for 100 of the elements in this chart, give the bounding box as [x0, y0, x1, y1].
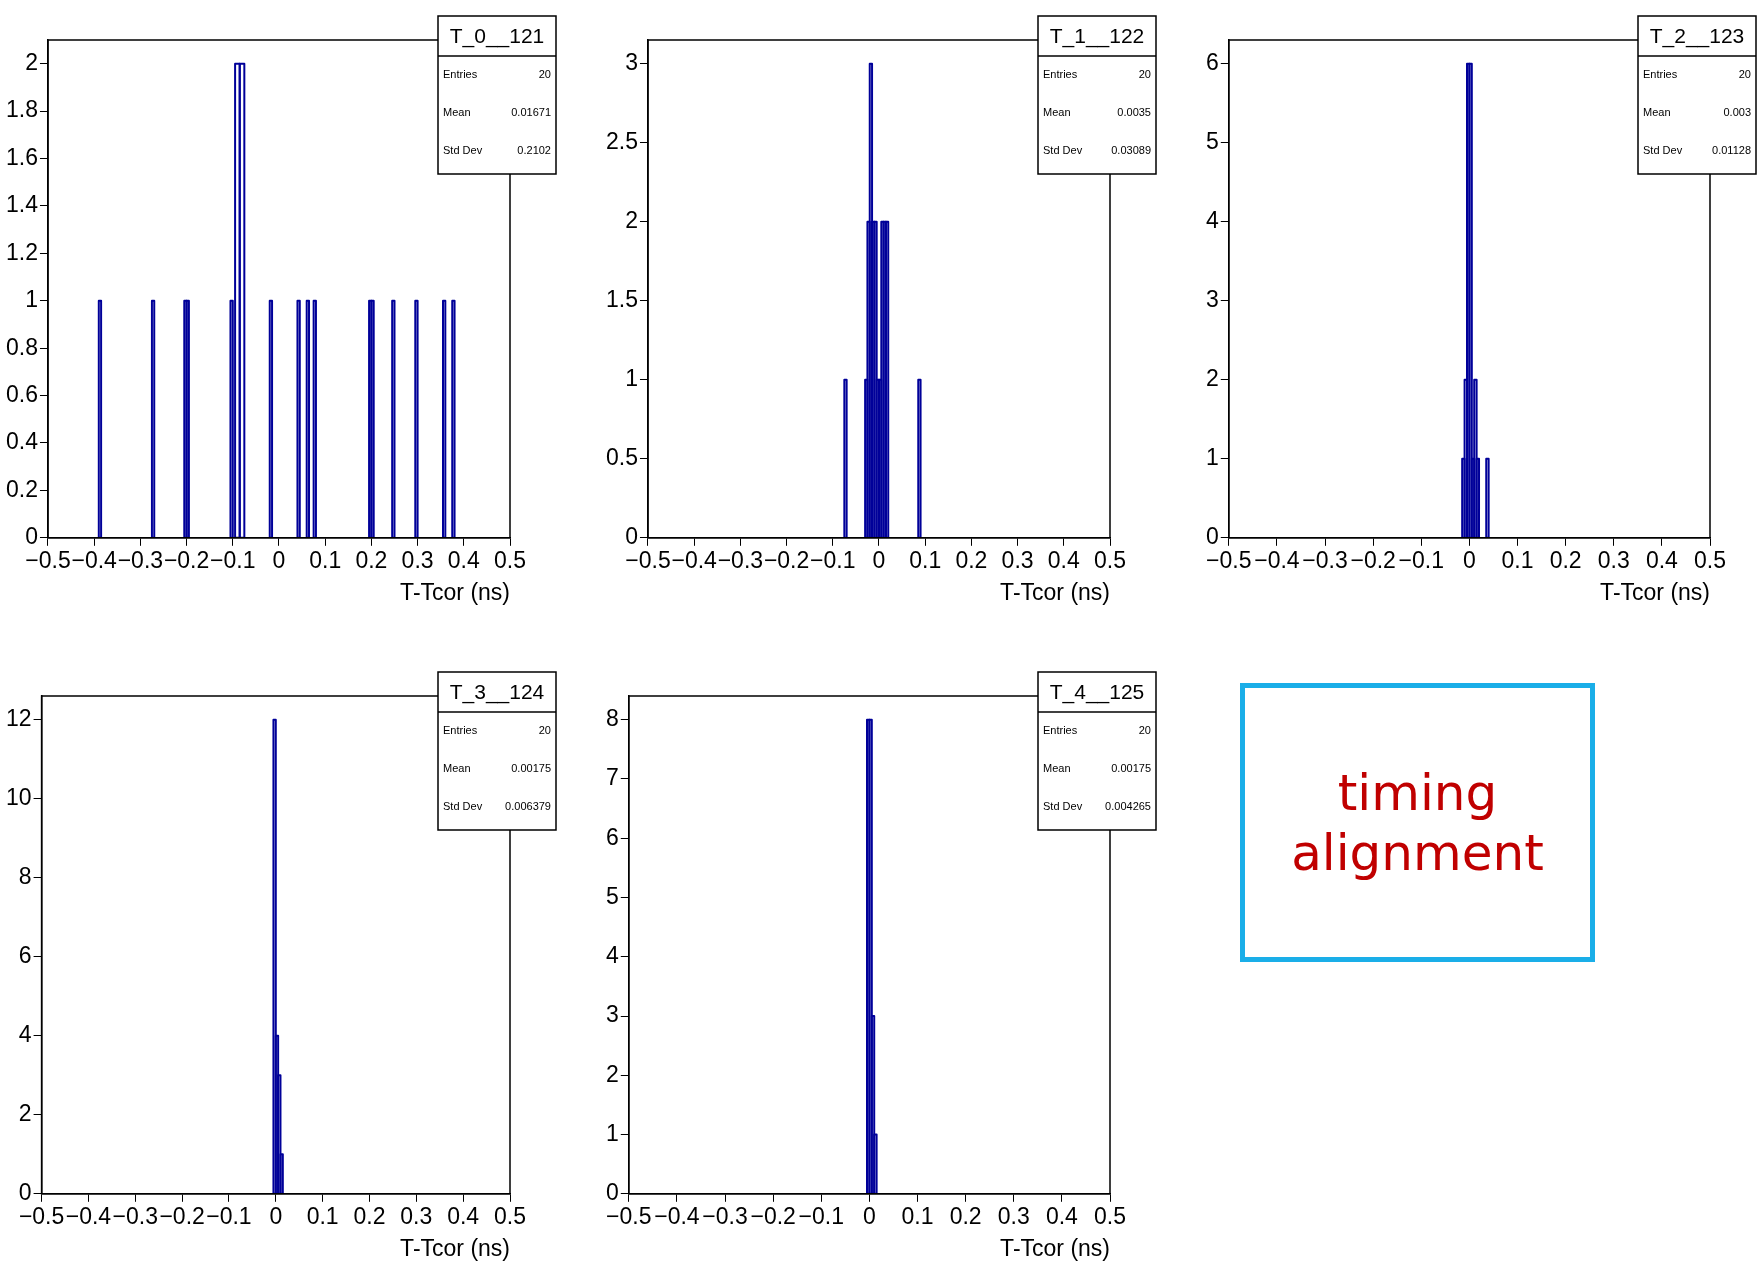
chart-title: T_3__124 — [449, 679, 545, 704]
x-tick-label: 0.2 — [355, 546, 388, 573]
annotation: Entries — [443, 724, 478, 737]
y-tick-label: 3 — [1205, 286, 1219, 313]
y-tick-label: 1.2 — [5, 238, 38, 265]
x-tick-label: 0 — [872, 546, 886, 573]
chart-title: T_4__125 — [1049, 679, 1145, 704]
x-tick-label: 0.1 — [909, 546, 942, 573]
text: 0.2102 — [517, 144, 551, 157]
y-tick-label: 8 — [18, 863, 32, 890]
y-tick-label: 4 — [1205, 207, 1219, 234]
annotation: Std Dev — [1643, 144, 1683, 157]
y-tick-label: 1.8 — [5, 96, 38, 123]
text: 20 — [538, 68, 551, 81]
x-tick-label: 0.4 — [1045, 1202, 1079, 1229]
x-tick-label: −0.1 — [206, 1202, 252, 1229]
text: 20 — [538, 724, 551, 737]
x-tick-label: 0.3 — [400, 1202, 433, 1229]
text: 0.01671 — [511, 106, 551, 119]
x-tick-label: 0.2 — [1549, 546, 1582, 573]
x-tick-label: −0.3 — [702, 1202, 748, 1229]
x-tick-label: −0.2 — [763, 546, 810, 573]
x-axis-title: T-Tcor (ns) — [400, 1234, 510, 1261]
x-tick-label: 0.3 — [997, 1202, 1030, 1229]
y-tick-label: 0.4 — [5, 428, 39, 455]
y-tick-label: 8 — [605, 705, 619, 732]
x-tick-label: 0.5 — [494, 546, 526, 573]
y-tick-label: 12 — [5, 705, 32, 732]
x-tick-label: 0.3 — [1597, 546, 1630, 573]
x-tick-label: 0 — [1463, 546, 1476, 573]
y-tick-label: 6 — [605, 823, 619, 850]
annotation: Mean — [1643, 106, 1671, 119]
y-tick-label: 2 — [18, 1100, 32, 1127]
x-tick-label: 0.5 — [1094, 1202, 1126, 1229]
y-tick-label: 1.4 — [5, 191, 39, 218]
x-tick-label: 0.4 — [1645, 546, 1679, 573]
x-tick-label: 0.2 — [949, 1202, 982, 1229]
annotation: Mean — [1043, 762, 1071, 775]
y-tick-label: 10 — [5, 784, 32, 811]
text: 20 — [1138, 68, 1151, 81]
x-tick-label: −0.3 — [1302, 546, 1348, 573]
y-tick-label: 1 — [605, 1119, 619, 1146]
x-tick-label: −0.2 — [1350, 546, 1396, 573]
annotation: Mean — [1043, 106, 1071, 119]
x-tick-label: −0.1 — [798, 1202, 844, 1229]
x-tick-label: 0.1 — [901, 1202, 934, 1229]
y-tick-label: 2 — [25, 49, 38, 76]
y-tick-label: 1 — [25, 286, 38, 313]
annotation: Std Dev — [1043, 144, 1083, 157]
annotation: Entries — [1043, 724, 1078, 737]
x-tick-label: 0.1 — [309, 546, 342, 573]
annotation: Entries — [1043, 68, 1078, 81]
y-tick-label: 0.2 — [5, 475, 38, 502]
x-axis-title: T-Tcor (ns) — [1000, 578, 1110, 605]
annotation: Mean — [443, 762, 471, 775]
y-tick-label: 0.5 — [605, 444, 638, 471]
x-tick-label: 0.1 — [1501, 546, 1534, 573]
x-tick-label: 0.4 — [447, 1202, 480, 1229]
x-tick-label: 0.1 — [306, 1202, 339, 1229]
x-tick-label: −0.2 — [163, 546, 210, 573]
x-tick-label: −0.4 — [71, 546, 118, 573]
text: 0.00175 — [1111, 762, 1151, 775]
y-tick-label: 1 — [1205, 444, 1219, 471]
x-tick-label: 0.5 — [1694, 546, 1726, 573]
y-tick-label: 4 — [605, 942, 619, 969]
chart-title: T_1__122 — [1049, 23, 1145, 48]
x-tick-label: 0.2 — [955, 546, 988, 573]
y-tick-label: 5 — [605, 882, 619, 909]
annotation: Std Dev — [443, 800, 483, 813]
y-tick-label: 2 — [1205, 365, 1219, 392]
x-tick-label: 0.3 — [401, 546, 434, 573]
x-tick-label: −0.4 — [1254, 546, 1300, 573]
x-tick-label: 0.4 — [447, 546, 480, 573]
y-tick-label: 4 — [18, 1021, 32, 1048]
x-axis-title: T-Tcor (ns) — [1600, 578, 1710, 605]
y-tick-label: 5 — [1205, 128, 1219, 155]
x-axis-title: T-Tcor (ns) — [400, 578, 510, 605]
x-tick-label: 0.5 — [494, 1202, 526, 1229]
x-tick-label: −0.4 — [654, 1202, 700, 1229]
text: 0.00175 — [511, 762, 551, 775]
y-tick-label: 3 — [605, 1001, 619, 1028]
x-tick-label: −0.4 — [65, 1202, 112, 1229]
x-tick-label: −0.1 — [1398, 546, 1444, 573]
annotation: Std Dev — [443, 144, 483, 157]
y-tick-label: 1.5 — [605, 286, 638, 313]
x-tick-label: 0 — [272, 546, 286, 573]
x-tick-label: −0.2 — [750, 1202, 796, 1229]
y-tick-label: 6 — [1205, 49, 1219, 76]
x-tick-label: −0.1 — [210, 546, 256, 573]
y-tick-label: 1.6 — [5, 143, 38, 170]
annotation: Entries — [1643, 68, 1678, 81]
frame: timing alignment — [1240, 683, 1595, 962]
annotation: Entries — [443, 68, 478, 81]
text: 20 — [1138, 724, 1151, 737]
annotation: Mean — [443, 106, 471, 119]
x-tick-label: 0.4 — [1047, 546, 1080, 573]
y-tick-label: 1 — [625, 365, 638, 392]
text: 20 — [1738, 68, 1751, 81]
chart-title: T_0__121 — [449, 23, 545, 48]
annotation: 0.004265 — [1105, 800, 1151, 813]
